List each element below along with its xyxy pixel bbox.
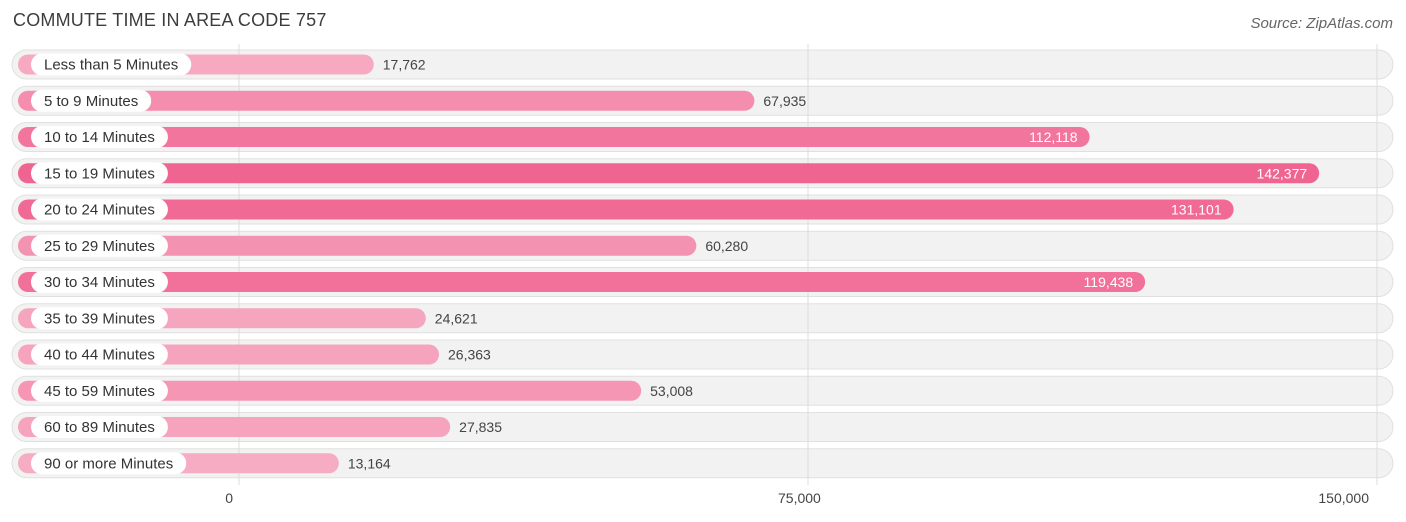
- value-label: 119,438: [1084, 274, 1134, 290]
- x-tick-label: 75,000: [778, 490, 821, 506]
- value-label: 13,164: [348, 455, 391, 471]
- x-tick-label: 150,000: [1318, 490, 1369, 506]
- bar: [18, 127, 1090, 147]
- category-label: 25 to 29 Minutes: [44, 238, 155, 255]
- category-pill: [31, 379, 168, 402]
- value-label: 26,363: [448, 347, 491, 363]
- category-label: Less than 5 Minutes: [44, 57, 178, 74]
- category-pill: [31, 234, 168, 257]
- category-pill: [31, 416, 168, 438]
- bar: [18, 380, 642, 401]
- category-pill: [31, 126, 168, 148]
- category-label: 40 to 44 Minutes: [44, 347, 155, 364]
- bar: [18, 90, 755, 111]
- source-label: Source: ZipAtlas.com: [1250, 15, 1393, 32]
- value-label: 67,935: [763, 93, 806, 109]
- category-pill: [31, 271, 168, 293]
- category-pill: [31, 162, 168, 185]
- category-pill: [31, 198, 168, 221]
- category-label: 60 to 89 Minutes: [44, 419, 155, 436]
- category-label: 30 to 34 Minutes: [44, 274, 155, 291]
- category-label: 10 to 14 Minutes: [44, 129, 155, 146]
- category-label: 45 to 59 Minutes: [44, 383, 155, 400]
- bar: [18, 199, 1234, 220]
- category-pill: [31, 89, 152, 112]
- value-label: 53,008: [650, 383, 693, 399]
- category-pill: [31, 307, 168, 330]
- value-label: 60,280: [705, 238, 748, 254]
- bar: [18, 235, 697, 256]
- category-label: 35 to 39 Minutes: [44, 310, 155, 327]
- value-label: 142,377: [1257, 165, 1308, 181]
- value-label: 131,101: [1171, 202, 1222, 218]
- category-pill: [31, 53, 192, 76]
- value-label: 27,835: [459, 419, 502, 435]
- value-label: 17,762: [383, 57, 426, 73]
- x-tick-label: 0: [225, 490, 233, 506]
- category-pill: [31, 343, 168, 366]
- category-label: 20 to 24 Minutes: [44, 202, 155, 219]
- bar: [18, 272, 1146, 292]
- chart-title: COMMUTE TIME IN AREA CODE 757: [13, 10, 327, 30]
- bar: [18, 163, 1320, 184]
- row-track: [11, 448, 1394, 479]
- category-label: 15 to 19 Minutes: [44, 165, 155, 182]
- value-label: 112,118: [1029, 129, 1078, 145]
- value-label: 24,621: [435, 310, 478, 326]
- category-label: 90 or more Minutes: [44, 455, 173, 472]
- category-pill: [31, 452, 187, 475]
- category-label: 5 to 9 Minutes: [44, 93, 138, 110]
